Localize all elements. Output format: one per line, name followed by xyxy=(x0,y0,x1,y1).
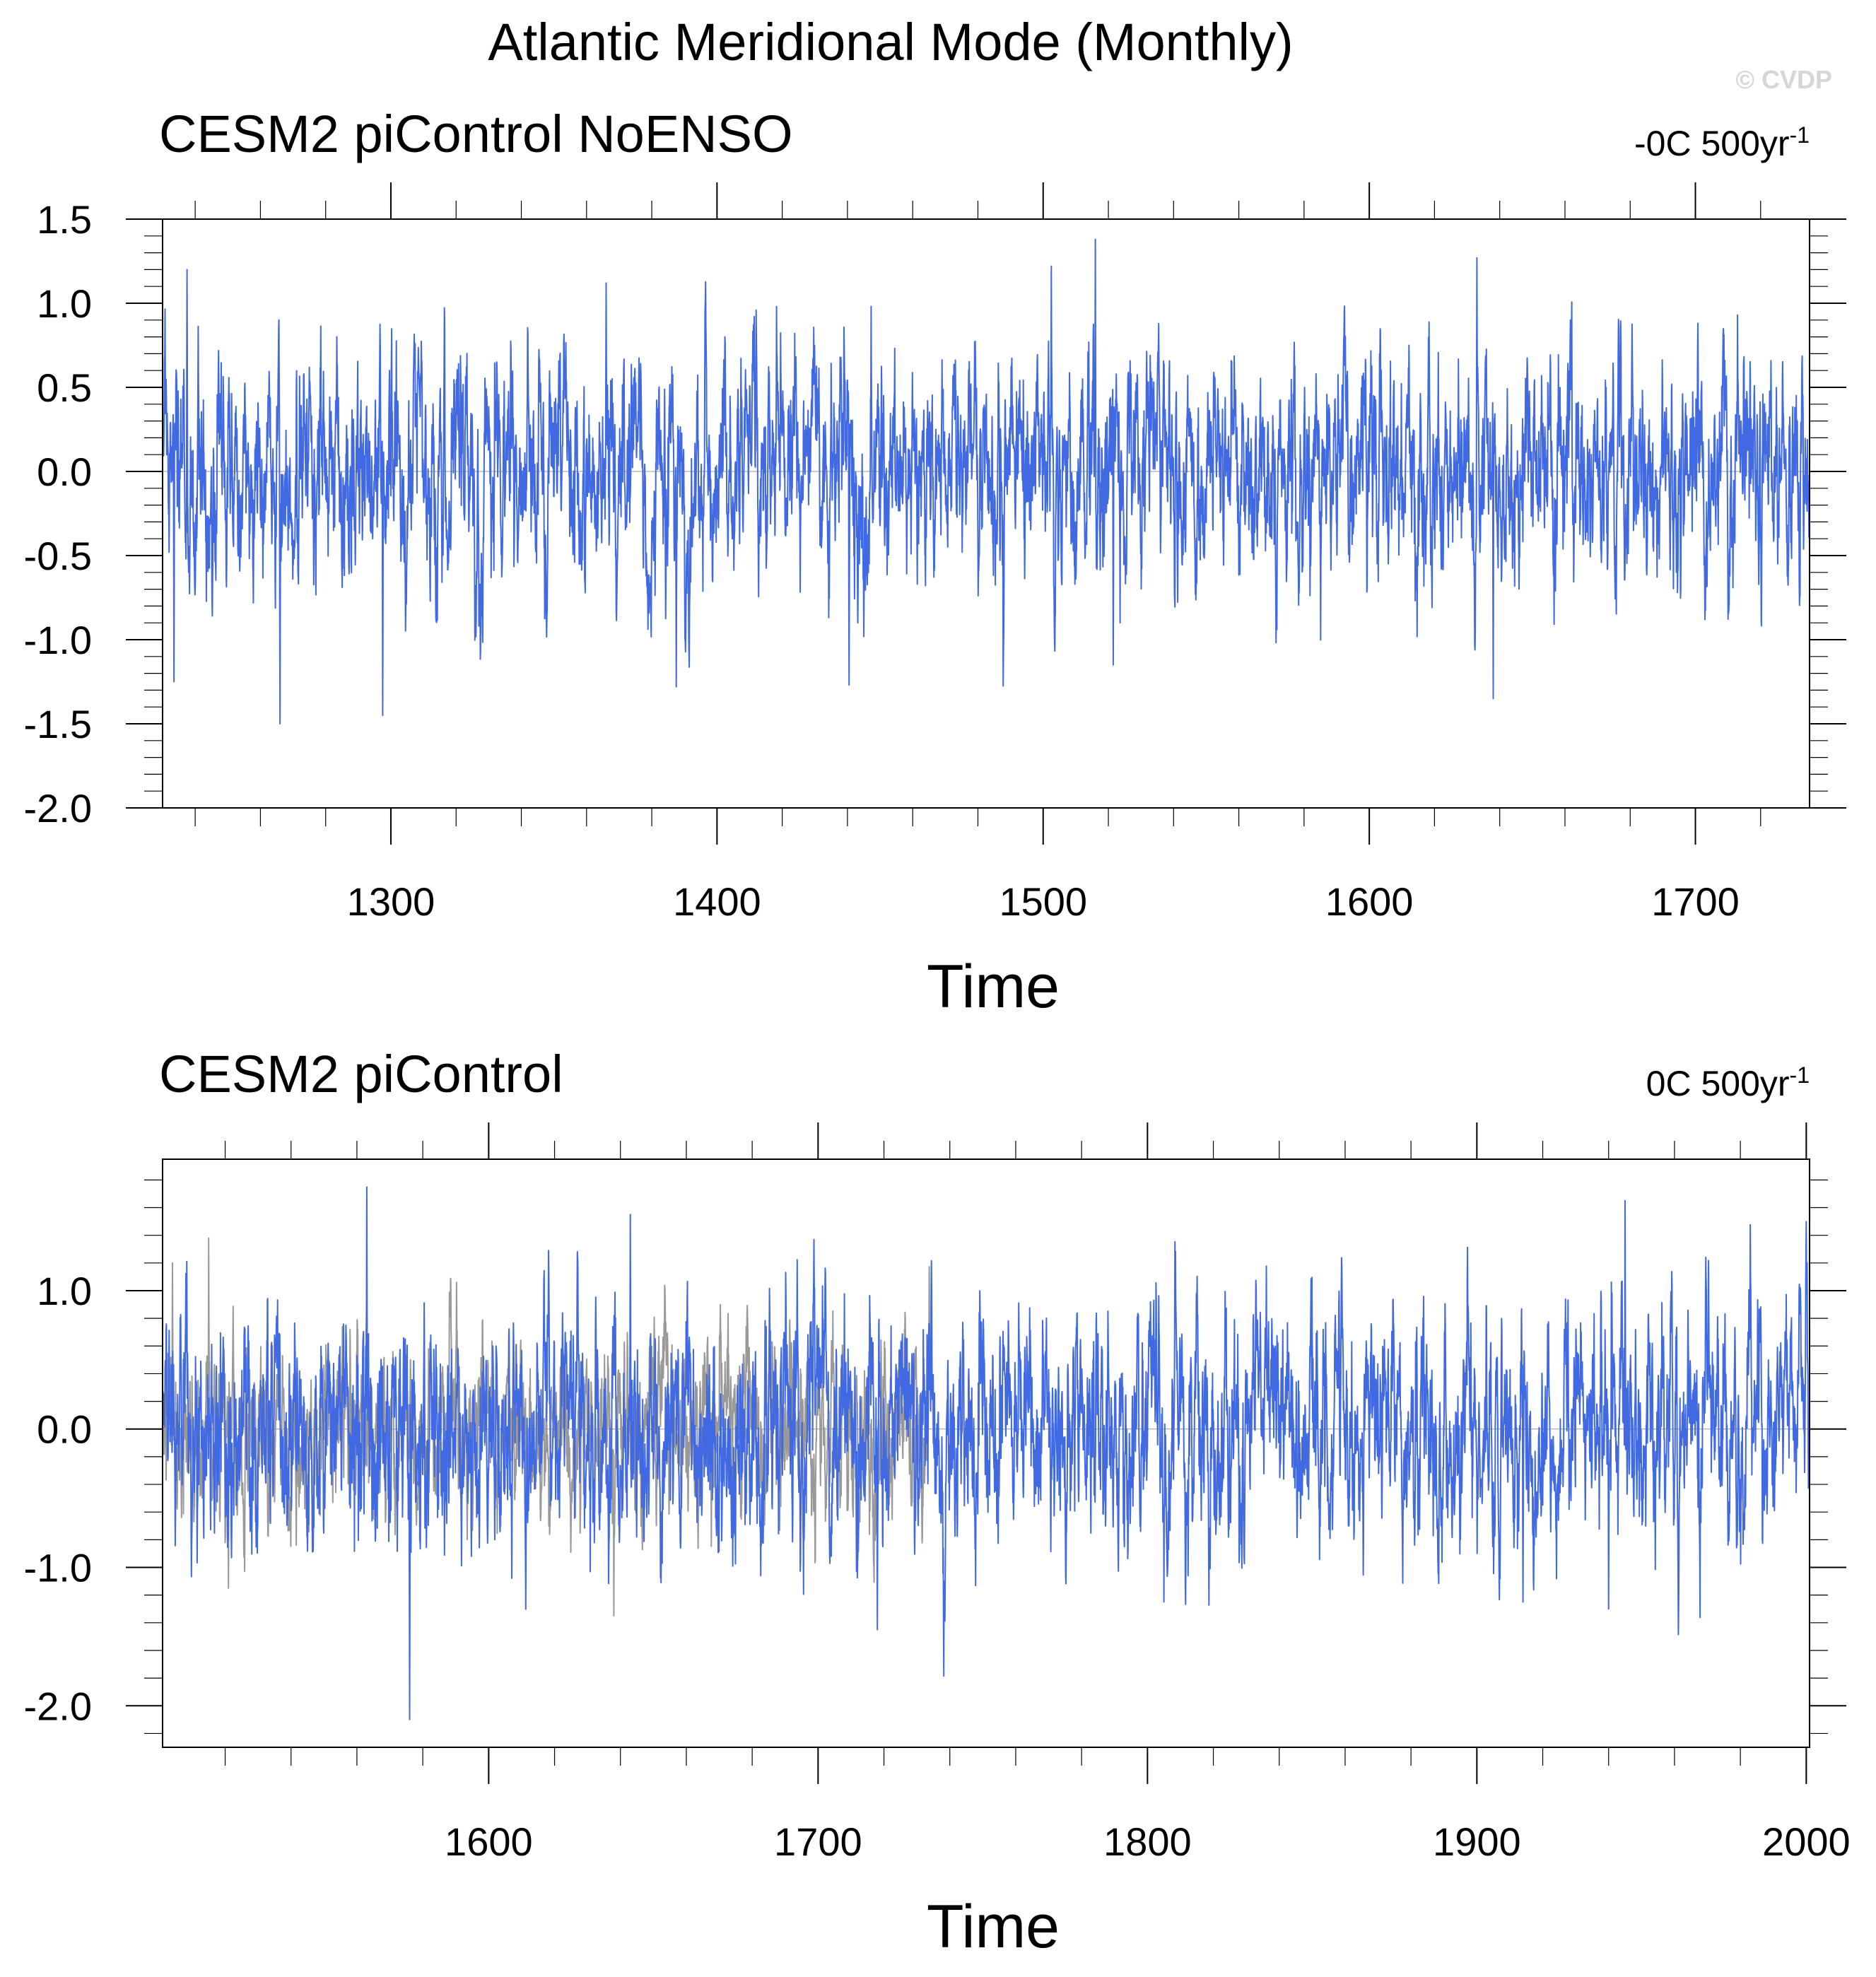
chart-panel-picontrol: CESM2 piControl 0C 500yr-1 -2.0 -1.0 0.0 1.0 1… xyxy=(24,1045,1851,1961)
trend-label: -0C 500yr-1 xyxy=(1634,122,1810,163)
x-tick-label: 1600 xyxy=(445,1819,533,1864)
y-tick-label: 0.0 xyxy=(37,450,92,494)
y-tick-label: 1.0 xyxy=(37,1269,92,1313)
x-tick-label: 1700 xyxy=(1651,879,1740,924)
y-tick-label: -2.0 xyxy=(24,786,93,831)
y-tick-label: 1.0 xyxy=(37,281,92,326)
y-tick-label: 0.0 xyxy=(37,1407,92,1452)
trend-value: -0C 500yr xyxy=(1634,124,1790,163)
y-tick-label: 0.5 xyxy=(37,365,92,410)
plot-frame xyxy=(162,218,1810,809)
trend-label: 0C 500yr-1 xyxy=(1646,1062,1810,1103)
y-tick-label: -2.0 xyxy=(24,1684,93,1728)
figure-title: Atlantic Meridional Mode (Monthly) xyxy=(488,13,1293,71)
plot-frame xyxy=(162,1158,1810,1748)
x-tick-label: 1800 xyxy=(1103,1819,1192,1864)
y-tick-label: -0.5 xyxy=(24,534,93,578)
x-tick-label: 1300 xyxy=(347,879,435,924)
y-tick-label: -1.5 xyxy=(24,702,93,746)
trend-value: 0C 500yr xyxy=(1646,1064,1790,1103)
x-tick-label: 1700 xyxy=(774,1819,862,1864)
panel-title: CESM2 piControl xyxy=(159,1045,563,1103)
y-tick-label: 1.5 xyxy=(37,197,92,242)
series-line xyxy=(162,238,1810,724)
x-tick-label: 1400 xyxy=(673,879,761,924)
series-line xyxy=(162,1186,1810,1720)
x-tick-label: 1900 xyxy=(1433,1819,1521,1864)
trend-exponent: -1 xyxy=(1790,1062,1810,1088)
panel-title: CESM2 piControl NoENSO xyxy=(159,105,793,163)
y-tick-label: -1.0 xyxy=(24,618,93,662)
x-axis-label: Time xyxy=(927,953,1060,1021)
x-axis-label: Time xyxy=(927,1893,1060,1961)
chart-panel-noenso: CESM2 piControl NoENSO -0C 500yr-1 -2.0 -1.… xyxy=(24,105,1846,1021)
cvdp-watermark: © CVDP xyxy=(1735,65,1832,94)
trend-exponent: -1 xyxy=(1790,122,1810,148)
x-tick-label: 2000 xyxy=(1762,1819,1851,1864)
overlay-series-line xyxy=(162,1237,934,1617)
y-tick-label: -1.0 xyxy=(24,1546,93,1590)
x-tick-label: 1600 xyxy=(1325,879,1414,924)
x-tick-label: 1500 xyxy=(999,879,1087,924)
